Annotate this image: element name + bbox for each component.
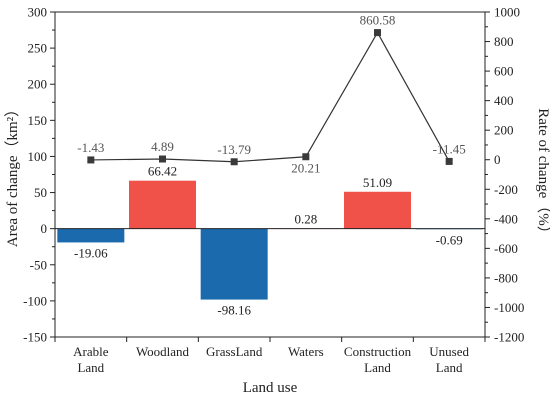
rate-value-label-3: 20.21 (291, 161, 320, 176)
right-tick-label-4: -400 (494, 211, 518, 226)
plot-frame (54, 11, 486, 338)
plot-border (54, 11, 486, 338)
right-tick-label-0: -1200 (494, 330, 524, 345)
left-tick-label-8: 250 (28, 41, 48, 56)
x-axis-title: Land use (243, 380, 298, 396)
right-tick-label-1: -1000 (494, 300, 524, 315)
rate-value-label-0: -1.43 (77, 140, 104, 155)
right-tick-label-9: 600 (494, 64, 514, 79)
left-tick-label-1: -100 (23, 293, 47, 308)
bar-value-label-5: -0.69 (436, 233, 463, 248)
bar-4 (344, 191, 411, 229)
bar-1 (129, 180, 196, 229)
left-tick-label-9: 300 (28, 5, 48, 20)
right-tick-label-6: 0 (494, 152, 501, 167)
x-category-label-1: Woodland (136, 344, 190, 359)
right-tick-label-2: -800 (494, 270, 518, 285)
right-tick-label-5: -200 (494, 182, 518, 197)
right-tick-label-3: -600 (494, 241, 518, 256)
left-axis: -150 -100 -50 0 50 100 150 200 250 300 (23, 5, 55, 345)
left-tick-label-7: 200 (28, 77, 48, 92)
rate-value-label-1: 4.89 (151, 139, 174, 154)
rate-marker-2 (230, 158, 238, 166)
x-category-label-3: Waters (288, 344, 324, 359)
rate-marker-4 (374, 29, 381, 37)
rate-marker-5 (445, 157, 453, 165)
right-tick-label-7: 200 (494, 123, 514, 138)
left-tick-label-3: 0 (41, 221, 48, 236)
bar-value-label-4: 51.09 (363, 175, 392, 190)
rate-marker-1 (159, 155, 166, 163)
left-tick-label-0: -150 (23, 330, 47, 345)
left-tick-label-5: 100 (28, 149, 48, 164)
data-labels-layer: -19.06 66.42 -98.16 0.28 51.09 -0.69 -1.43 4.89… (74, 13, 466, 318)
left-tick-label-6: 150 (28, 113, 48, 128)
bar-value-label-0: -19.06 (74, 245, 108, 260)
right-tick-label-11: 1000 (494, 5, 520, 20)
x-category-label-5-line-0: Unused (429, 344, 469, 359)
bar-0 (57, 228, 125, 243)
bar-value-label-3: 0.28 (294, 212, 317, 227)
left-axis-title: Area of change（km²） (4, 102, 21, 247)
left-tick-label-2: -50 (30, 257, 47, 272)
x-category-label-0-line-1: Land (77, 360, 104, 375)
bar-value-label-1: 66.42 (148, 164, 177, 179)
rate-value-label-4: 860.58 (360, 13, 396, 28)
rate-marker-3 (302, 153, 310, 161)
x-category-label-5-line-1: Land (436, 360, 463, 375)
rate-line (90, 31, 450, 163)
right-axis-title: Rate of change（%） (535, 108, 550, 240)
bar-2 (200, 228, 268, 300)
left-tick-label-4: 50 (34, 185, 47, 200)
rate-value-label-5: -11.45 (433, 141, 466, 156)
x-category-label-4-line-0: Construction (344, 344, 412, 359)
x-category-label-4-line-1: Land (364, 360, 391, 375)
bars-layer (57, 180, 483, 300)
rate-value-label-2: -13.79 (217, 142, 251, 157)
rate-line-layer (87, 29, 453, 166)
x-category-label-0-line-0: Arable (73, 344, 109, 359)
right-tick-label-8: 400 (494, 93, 514, 108)
bar-value-label-2: -98.16 (217, 303, 251, 318)
rate-marker-0 (87, 156, 95, 164)
x-category-label-2: GrassLand (206, 344, 263, 359)
right-tick-label-10: 800 (494, 34, 514, 49)
right-axis: -1200 -1000 -800 -600 -400 -200 0 200 400 600 800 1… (485, 5, 524, 345)
